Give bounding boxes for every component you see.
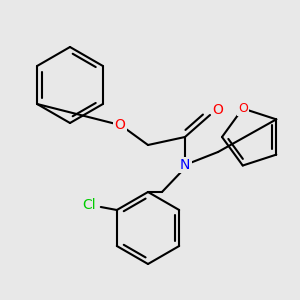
Text: O: O (238, 102, 248, 115)
Text: O: O (213, 103, 224, 117)
Text: Cl: Cl (82, 198, 96, 212)
Text: N: N (180, 158, 190, 172)
Text: O: O (115, 118, 125, 132)
